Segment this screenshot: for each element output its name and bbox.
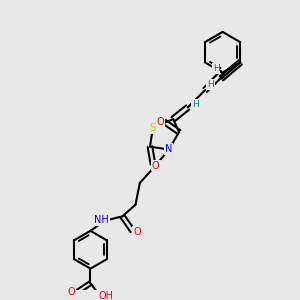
Text: O: O [68,287,75,297]
Text: NH: NH [94,215,109,225]
Text: S: S [149,123,155,133]
Text: H: H [192,100,198,109]
Text: H: H [213,64,220,73]
Text: H: H [207,80,214,89]
Text: O: O [152,160,160,170]
Text: O: O [156,117,164,127]
Text: O: O [133,227,141,237]
Text: OH: OH [99,291,114,300]
Text: N: N [165,144,172,154]
